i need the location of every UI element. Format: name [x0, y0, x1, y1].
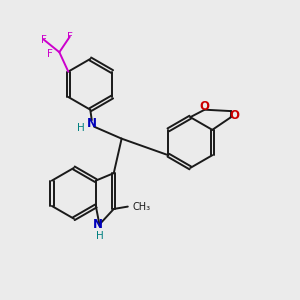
- Text: N: N: [87, 117, 97, 130]
- Text: F: F: [47, 49, 53, 59]
- Text: F: F: [41, 35, 47, 45]
- Text: H: H: [77, 123, 85, 133]
- Text: H: H: [95, 231, 103, 241]
- Text: F: F: [67, 32, 73, 42]
- Text: O: O: [199, 100, 209, 112]
- Text: N: N: [93, 218, 103, 231]
- Text: O: O: [230, 109, 239, 122]
- Text: CH₃: CH₃: [132, 202, 150, 212]
